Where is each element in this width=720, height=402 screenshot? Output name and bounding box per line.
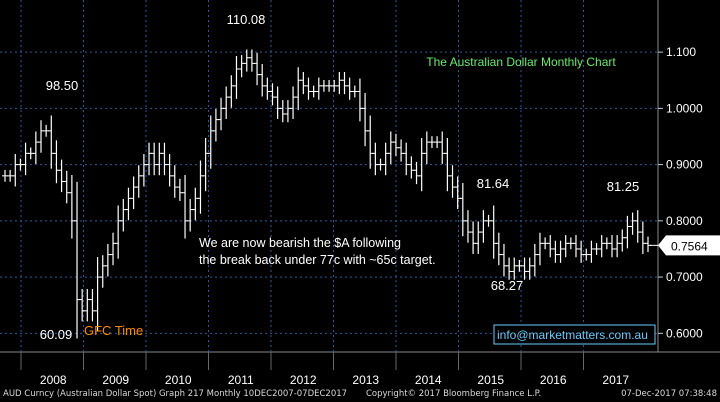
watermark-text: info@marketmatters.com.au <box>497 328 648 342</box>
commentary-line-1: We are now bearish the $A following <box>199 236 401 250</box>
last-price-label: 0.7564 <box>671 239 708 253</box>
x-tick-label: 2015 <box>477 373 504 387</box>
y-tick-label: 0.6000 <box>666 326 703 340</box>
x-tick-label: 2016 <box>540 373 567 387</box>
x-tick-label: 2014 <box>415 373 442 387</box>
commentary-line-2: the break back under 77c with ~65c targe… <box>199 253 436 267</box>
watermark-box <box>493 324 656 345</box>
x-tick-label: 2008 <box>40 373 67 387</box>
annotation-high-2008: 98.50 <box>46 78 79 93</box>
y-tick-label: 0.7000 <box>666 270 703 284</box>
footer-copyright: Copyright© 2017 Bloomberg Finance L.P. <box>366 389 542 399</box>
last-price-box <box>658 235 720 256</box>
annotation-gfc-time: GFC Time <box>84 323 143 338</box>
footer-security-info: AUD Curncy (Australian Dollar Spot) Grap… <box>3 389 348 399</box>
x-tick-label: 2010 <box>165 373 192 387</box>
x-tick-label: 2011 <box>228 373 254 387</box>
y-tick-label: 1.0000 <box>666 101 703 115</box>
x-tick-label: 2017 <box>602 373 629 387</box>
y-tick-label: 0.9000 <box>666 158 703 172</box>
annotation-2016-low: 68.27 <box>491 278 524 293</box>
annotation-low-2008: 60.09 <box>40 327 73 342</box>
footer-bar: AUD Curncy (Australian Dollar Spot) Grap… <box>0 387 720 402</box>
chart-title: The Australian Dollar Monthly Chart <box>426 55 616 69</box>
annotation-2017-high: 81.25 <box>607 179 640 194</box>
annotation-2015-high: 81.64 <box>477 176 510 191</box>
y-tick-label: 1.100 <box>666 45 696 59</box>
annotation-high-2011: 110.08 <box>227 12 266 27</box>
footer-timestamp: 07-Dec-2017 07:38:48 <box>621 389 717 399</box>
x-tick-label: 2009 <box>102 373 129 387</box>
chart-area: 0.6000 0.7000 0.8000 0.9000 1.0000 1.100 2008 2… <box>0 0 720 387</box>
y-tick-label: 0.8000 <box>666 214 703 228</box>
x-tick-label: 2013 <box>352 373 379 387</box>
x-tick-label: 2012 <box>290 373 317 387</box>
